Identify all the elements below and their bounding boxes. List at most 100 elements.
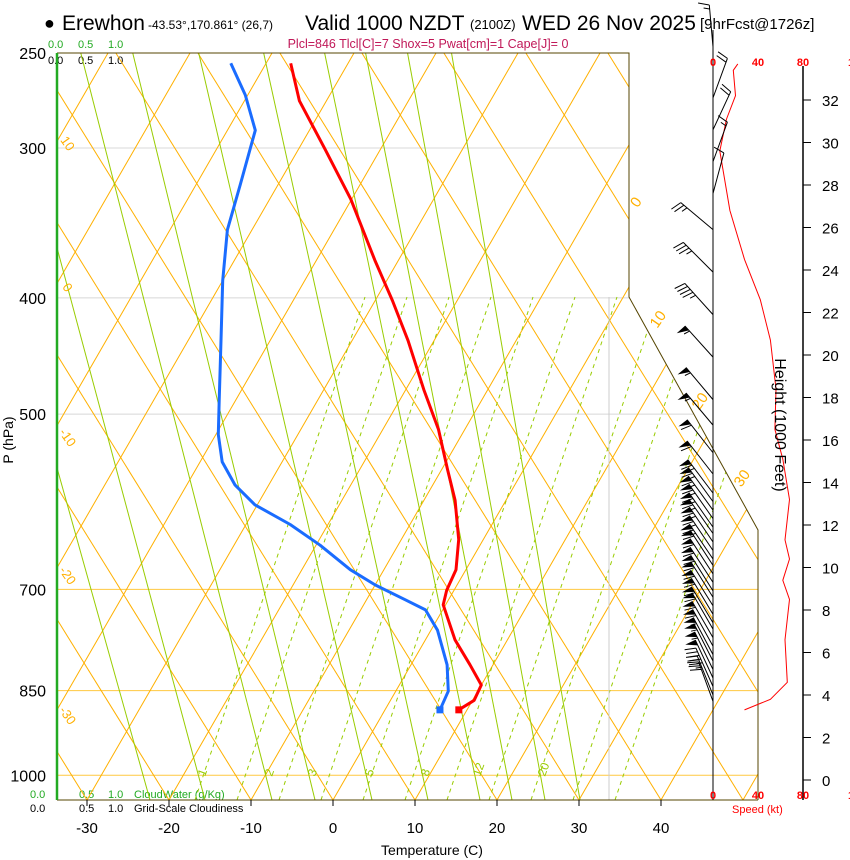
wind-barb xyxy=(682,601,714,638)
wind-barb-pennant xyxy=(683,609,696,615)
wind-barb-shaft xyxy=(673,241,714,273)
wind-barb xyxy=(683,609,714,647)
mixing-ratio-line xyxy=(132,53,316,800)
wind-barb xyxy=(678,419,714,454)
dry-adiabat-line xyxy=(443,53,758,800)
mixing-ratio-label: 8 xyxy=(418,767,434,778)
moist-adiabat-line xyxy=(404,296,576,800)
height-tick-label: 6 xyxy=(822,646,830,663)
cloudwater-tick: 0.0 xyxy=(30,789,45,801)
cloudwater-label: CloudWater (g/Kg) xyxy=(134,789,225,801)
wind-barb xyxy=(680,523,714,560)
cloudiness-tick: 0.5 xyxy=(79,803,94,815)
station-name: Erewhon xyxy=(62,12,145,35)
cloud-legend-top: 0.0 0.5 1.0 0.0 0.5 1.0 xyxy=(48,39,123,67)
cloudiness-tick: 0.0 xyxy=(30,803,45,815)
wind-barb xyxy=(681,569,714,607)
mixing-ratio-line xyxy=(57,53,151,800)
wind-barb xyxy=(680,506,714,543)
height-tick-label: 18 xyxy=(822,391,839,408)
cloudiness-tick: 1.0 xyxy=(108,803,123,815)
wind-barb-shaft xyxy=(712,115,728,162)
mixing-ratio-label: 3 xyxy=(305,767,321,778)
wind-barb xyxy=(680,538,714,575)
wind-barb-pennant xyxy=(679,492,693,500)
wind-barb-shaft xyxy=(683,569,714,607)
dry-adiabat-line xyxy=(57,53,416,800)
cloudwater-tick: 0.5 xyxy=(79,789,94,801)
wind-barb xyxy=(673,241,714,273)
wind-barb-shaft xyxy=(694,639,714,679)
isotherm-label: 10 xyxy=(647,308,670,331)
station-bullet-icon: ● xyxy=(44,13,55,33)
pressure-tick-label: 300 xyxy=(19,141,46,158)
height-tick-label: 20 xyxy=(822,348,839,365)
wind-barb xyxy=(679,475,714,511)
stability-indices: Plcl=846 Tlcl[C]=7 Shox=5 Pwat[cm]=1 Cap… xyxy=(288,37,569,51)
height-tick-label: 10 xyxy=(822,561,839,578)
speed-tick-label: 12 xyxy=(848,57,850,69)
isotherm-label: 30 xyxy=(731,467,754,490)
mixing-ratio-label: 5 xyxy=(362,767,378,778)
isotherm-line xyxy=(168,53,601,800)
height-tick-label: 4 xyxy=(822,688,830,705)
plot-frame xyxy=(55,30,759,801)
temperature-tick-label: 20 xyxy=(489,820,506,837)
isotherm-line xyxy=(578,53,758,800)
moist-adiabat-line xyxy=(614,296,758,800)
dewpoint-profile xyxy=(216,62,450,711)
wind-barb-pennant xyxy=(681,570,694,576)
wind-barb-pennant xyxy=(680,530,694,537)
wind-barb-shaft xyxy=(682,529,714,566)
isotherm-line xyxy=(57,53,273,800)
wind-barb xyxy=(682,592,714,630)
wind-barb-shaft xyxy=(682,546,714,583)
speed-tick-label: 40 xyxy=(752,790,764,802)
wind-barb-shaft xyxy=(698,2,714,47)
wind-barb-shaft xyxy=(684,609,714,647)
dry-adiabat-line xyxy=(279,53,744,800)
cloudwater-tick: 0.0 xyxy=(48,39,63,51)
speed-tick-label: 12 xyxy=(848,790,850,802)
isotherm-line xyxy=(414,53,758,800)
wind-barb-pennant xyxy=(677,367,690,375)
wind-barb-pennant xyxy=(684,631,698,638)
wind-barb-pennant xyxy=(680,524,693,531)
wind-barb-pennant xyxy=(678,440,691,448)
station-coords: -43.53°,170.861° (26,7) xyxy=(148,18,273,32)
height-tick-label: 30 xyxy=(822,136,839,153)
wind-barb xyxy=(679,498,714,534)
dewpoint-surface-marker xyxy=(436,706,444,714)
wind-barb-pennant xyxy=(679,476,692,483)
dry-adiabat-line xyxy=(57,53,252,800)
pressure-tick-label: 850 xyxy=(19,684,46,701)
speed-tick-label: 0 xyxy=(710,57,716,69)
moist-adiabat-line xyxy=(362,296,534,800)
isotherm-line xyxy=(660,53,758,800)
temperature-tick-label: 40 xyxy=(653,820,670,837)
wind-barb xyxy=(684,623,714,662)
wind-barb-shaft xyxy=(712,51,728,99)
pressure-tick-label: 500 xyxy=(19,407,46,424)
wind-barb-shaft xyxy=(685,655,714,696)
wind-barb-shaft xyxy=(684,392,714,426)
wind-barb-shaft xyxy=(684,592,714,630)
cloudwater-tick: 0.5 xyxy=(78,39,93,51)
wind-barb-shaft xyxy=(680,419,714,454)
wind-barb xyxy=(684,631,714,670)
valid-time: Valid 1000 NZDT xyxy=(305,12,465,35)
wind-barb xyxy=(677,392,714,426)
wind-barb-pennant xyxy=(682,601,695,607)
isotherm-line xyxy=(57,53,109,800)
wind-barb-pennant xyxy=(683,617,697,623)
wind-barb-shaft xyxy=(712,146,725,194)
pressure-tick-label: 250 xyxy=(19,46,46,63)
isotherm-line xyxy=(57,53,191,800)
wind-barb-pennant xyxy=(678,459,692,467)
wind-barb xyxy=(678,440,714,475)
wind-barb xyxy=(680,529,714,566)
mixing-ratio-line xyxy=(324,53,481,800)
